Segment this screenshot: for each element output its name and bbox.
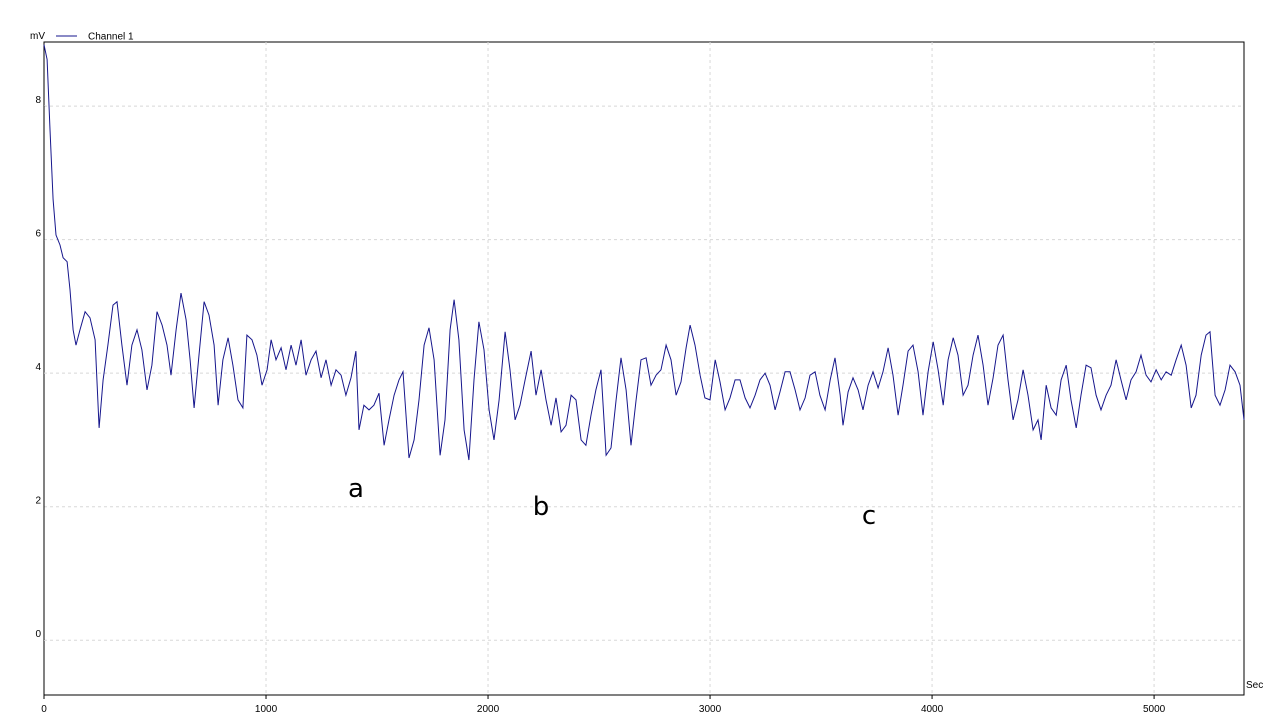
y-tick-label: 6 (35, 229, 41, 240)
data-line (43, 44, 1245, 461)
y-axis-label: mV (30, 31, 45, 42)
plot-frame (43, 41, 1245, 696)
x-tick-label: 4000 (921, 704, 944, 715)
annotation: c (862, 501, 876, 531)
annotation: a (348, 474, 364, 504)
x-tick-label: 5000 (1143, 704, 1166, 715)
y-tick-label: 2 (35, 496, 41, 507)
legend-label: Channel 1 (88, 32, 134, 43)
annotation: b (533, 492, 550, 522)
x-tick-label: 3000 (699, 704, 722, 715)
x-tick-label: 0 (41, 704, 47, 715)
y-tick-label: 8 (35, 95, 41, 106)
x-tick-label: 2000 (477, 704, 500, 715)
x-tick-label: 1000 (255, 704, 278, 715)
y-tick-label: 0 (35, 629, 41, 640)
y-tick-label: 4 (35, 362, 41, 373)
x-axis-label: Sec (1246, 680, 1263, 691)
